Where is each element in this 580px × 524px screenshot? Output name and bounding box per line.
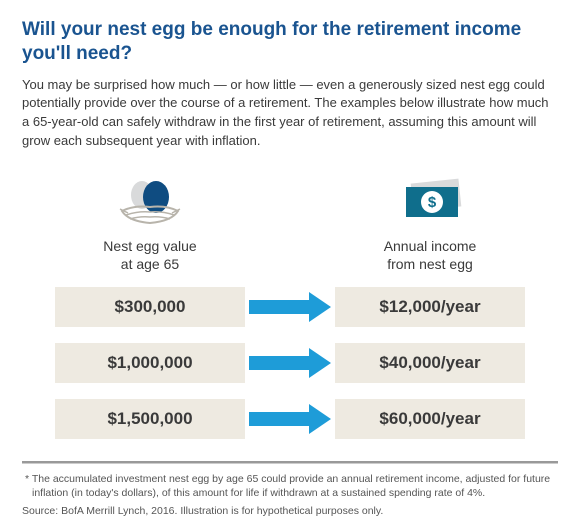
- table-row: $1,000,000 $40,000/year: [55, 343, 525, 383]
- source-text: Source: BofA Merrill Lynch, 2016. Illust…: [22, 504, 558, 518]
- income-value-cell: $12,000/year: [335, 287, 525, 327]
- page-title: Will your nest egg be enough for the ret…: [22, 18, 558, 66]
- nest-egg-icon: [55, 171, 245, 231]
- arrow-icon: [245, 287, 335, 327]
- right-column-label: Annual income from nest egg: [335, 237, 525, 273]
- right-column-header: $ Annual income from nest egg: [335, 171, 525, 273]
- money-bill-icon: $: [335, 171, 525, 231]
- column-headers: Nest egg value at age 65 $ Annual income…: [22, 171, 558, 273]
- left-column-header: Nest egg value at age 65: [55, 171, 245, 273]
- nest-value-cell: $1,000,000: [55, 343, 245, 383]
- income-value-cell: $60,000/year: [335, 399, 525, 439]
- left-label-line1: Nest egg value: [103, 238, 196, 254]
- arrow-icon: [245, 399, 335, 439]
- nest-value-cell: $1,500,000: [55, 399, 245, 439]
- table-row: $1,500,000 $60,000/year: [55, 399, 525, 439]
- divider-line: [22, 461, 558, 464]
- income-value-cell: $40,000/year: [335, 343, 525, 383]
- table-row: $300,000 $12,000/year: [55, 287, 525, 327]
- left-column-label: Nest egg value at age 65: [55, 237, 245, 273]
- right-label-line2: from nest egg: [387, 256, 473, 272]
- footnote-text: * The accumulated investment nest egg by…: [22, 472, 558, 500]
- arrow-icon: [245, 343, 335, 383]
- svg-text:$: $: [428, 194, 437, 211]
- data-rows: $300,000 $12,000/year $1,000,000 $40,000…: [22, 287, 558, 439]
- nest-value-cell: $300,000: [55, 287, 245, 327]
- left-label-line2: at age 65: [121, 256, 179, 272]
- intro-text: You may be surprised how much — or how l…: [22, 76, 558, 151]
- right-label-line1: Annual income: [384, 238, 477, 254]
